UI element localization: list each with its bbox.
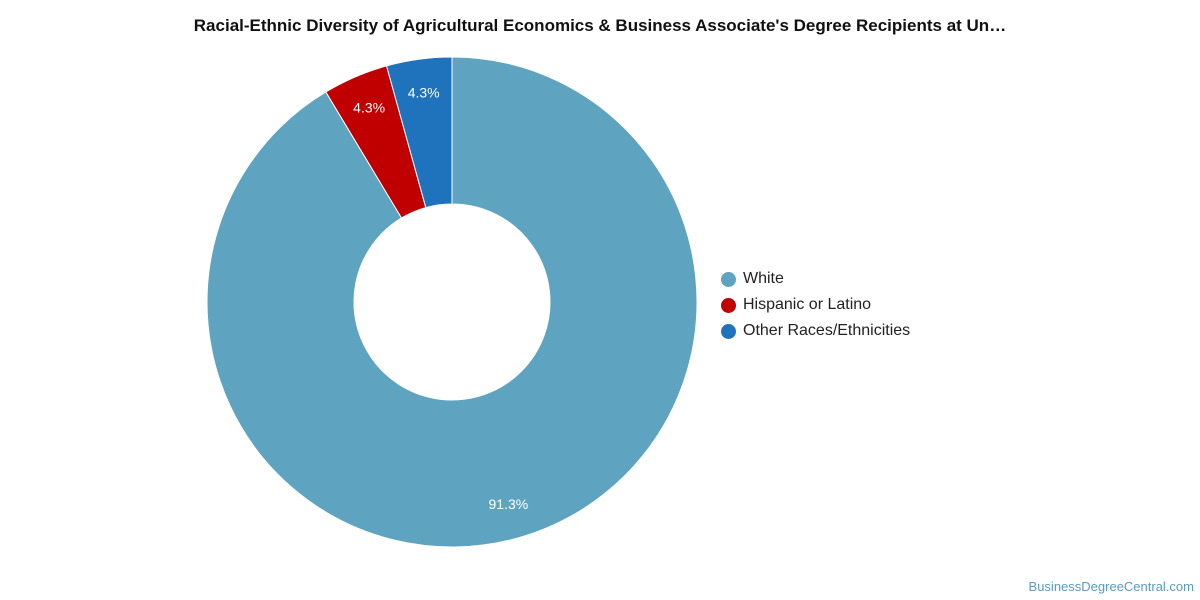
legend-item-hispanic-or-latino[interactable]: Hispanic or Latino — [721, 292, 910, 318]
legend-marker-other-races — [721, 323, 736, 339]
legend-item-white[interactable]: White — [721, 266, 910, 292]
legend-label-white: White — [743, 270, 784, 287]
legend-label-other-races: Other Races/Ethnicities — [743, 322, 911, 339]
slice-label-white: 91.3% — [489, 496, 529, 512]
slice-white[interactable] — [206, 56, 698, 548]
legend-marker-white — [721, 271, 736, 287]
slice-label-hispanic-or-latino: 4.3% — [353, 100, 385, 116]
legend-item-other-races[interactable]: Other Races/Ethnicities — [721, 318, 910, 344]
slice-other-races-ethnicities[interactable] — [385, 56, 453, 209]
legend-label-hispanic-or-latino: Hispanic or Latino — [743, 296, 872, 313]
legend: White Hispanic or Latino Other Races/Eth… — [721, 266, 910, 344]
slice-label-other-races-ethnicities: 4.3% — [408, 85, 440, 101]
source-credit-link[interactable]: BusinessDegreeCentral.com — [1028, 579, 1194, 594]
chart-title: Racial-Ethnic Diversity of Agricultural … — [193, 16, 1007, 35]
legend-marker-hispanic-or-latino — [721, 297, 736, 313]
